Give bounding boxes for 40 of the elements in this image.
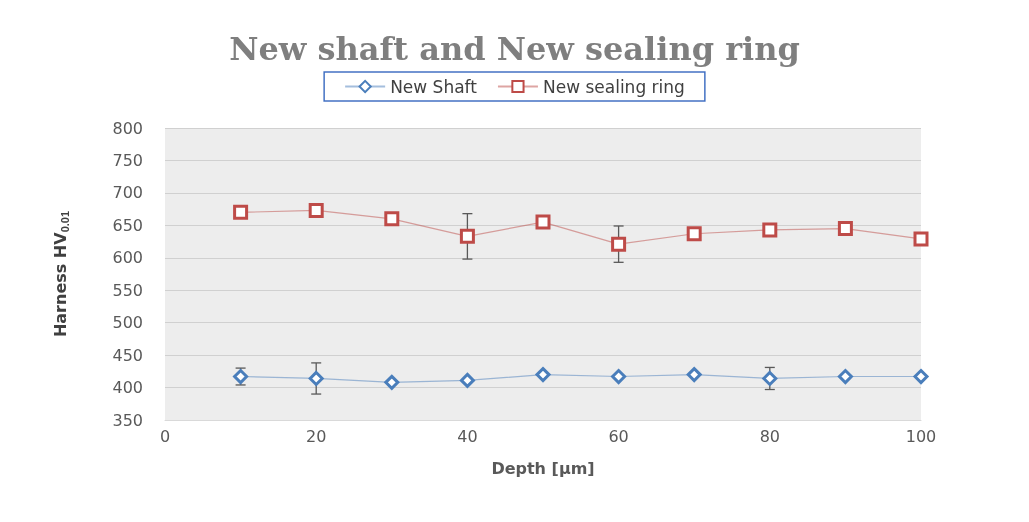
y-tick-label: 550 xyxy=(112,280,143,300)
y-tick-label: 650 xyxy=(112,215,143,235)
point xyxy=(233,204,249,220)
point xyxy=(762,222,778,238)
y-axis-title: Harness HV0.01 xyxy=(51,210,71,338)
point xyxy=(913,369,929,385)
y-tick-label: 800 xyxy=(112,118,143,138)
y-tick-label: 600 xyxy=(112,248,143,268)
point xyxy=(384,211,400,227)
x-tick-label: 80 xyxy=(759,426,780,446)
y-tick-label: 700 xyxy=(112,183,143,203)
point xyxy=(308,202,324,218)
y-tick-label: 750 xyxy=(112,150,143,170)
point xyxy=(535,367,551,383)
point xyxy=(308,370,324,386)
point xyxy=(837,221,853,237)
y-tick-label: 350 xyxy=(112,410,143,430)
y-tick-label: 500 xyxy=(112,313,143,333)
point xyxy=(459,228,475,244)
point xyxy=(535,214,551,230)
legend-label: New sealing ring xyxy=(542,76,685,97)
point xyxy=(762,370,778,386)
point xyxy=(611,369,627,385)
x-tick-label: 40 xyxy=(457,426,478,446)
y-tick-label: 400 xyxy=(112,378,143,398)
x-tick-label: 20 xyxy=(306,426,327,446)
point xyxy=(686,367,702,383)
x-tick-label: 0 xyxy=(159,426,171,446)
chart-title: New shaft and New sealing ring xyxy=(229,30,800,68)
x-tick-label: 100 xyxy=(905,426,937,446)
x-tick-label: 60 xyxy=(608,426,629,446)
point xyxy=(459,372,475,388)
legend-label: New Shaft xyxy=(390,76,478,97)
point xyxy=(686,226,702,242)
x-axis-title: Depth [µm] xyxy=(491,458,595,478)
point xyxy=(384,374,400,390)
y-tick-label: 450 xyxy=(112,345,143,365)
point xyxy=(913,231,929,247)
point xyxy=(837,369,853,385)
point xyxy=(611,236,627,252)
